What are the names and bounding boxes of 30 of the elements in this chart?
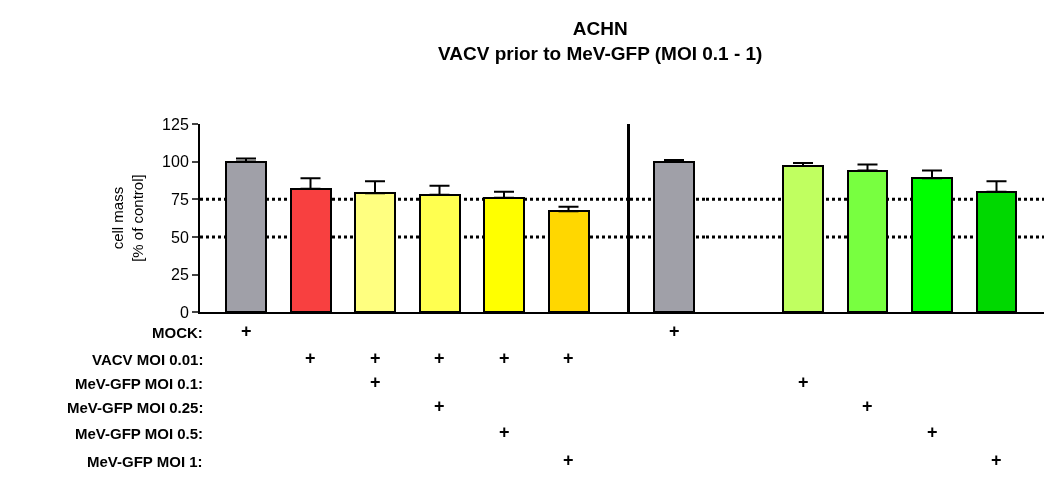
text: + (499, 422, 510, 442)
category-label: MeV-GFP MOI 0.5: (75, 425, 204, 442)
text: + (370, 348, 381, 368)
category-label: MeV-GFP MOI 1: (87, 453, 203, 470)
text: + (798, 372, 809, 392)
category-label: MOCK: (152, 324, 203, 341)
text: + (370, 372, 381, 392)
text: + (991, 450, 1002, 470)
text: + (563, 450, 574, 470)
chart-title: ACHN (572, 18, 628, 39)
category-label: VACV MOI 0.01: (92, 351, 204, 368)
y-tick-label: 25 (171, 266, 189, 284)
category-label: MeV-GFP MOI 0.25: (67, 399, 204, 416)
chart-subtitle: VACV prior to MeV-GFP (MOI 0.1 - 1) (438, 42, 763, 64)
text: + (434, 396, 445, 416)
y-tick-label: 0 (179, 303, 189, 321)
text: + (499, 348, 510, 368)
text: + (927, 422, 938, 442)
text: + (241, 321, 252, 341)
y-tick-label: 100 (162, 153, 189, 171)
text: + (434, 348, 445, 368)
text: + (305, 348, 316, 368)
category-label: MeV-GFP MOI 0.1: (75, 375, 204, 392)
text: + (563, 348, 574, 368)
text: + (862, 396, 873, 416)
y-tick-label: 125 (162, 115, 189, 133)
text: + (669, 321, 680, 341)
y-tick-label: 75 (171, 190, 189, 208)
y-axis-title: cell mass [% of control] (109, 174, 146, 262)
y-tick-label: 50 (171, 228, 189, 246)
